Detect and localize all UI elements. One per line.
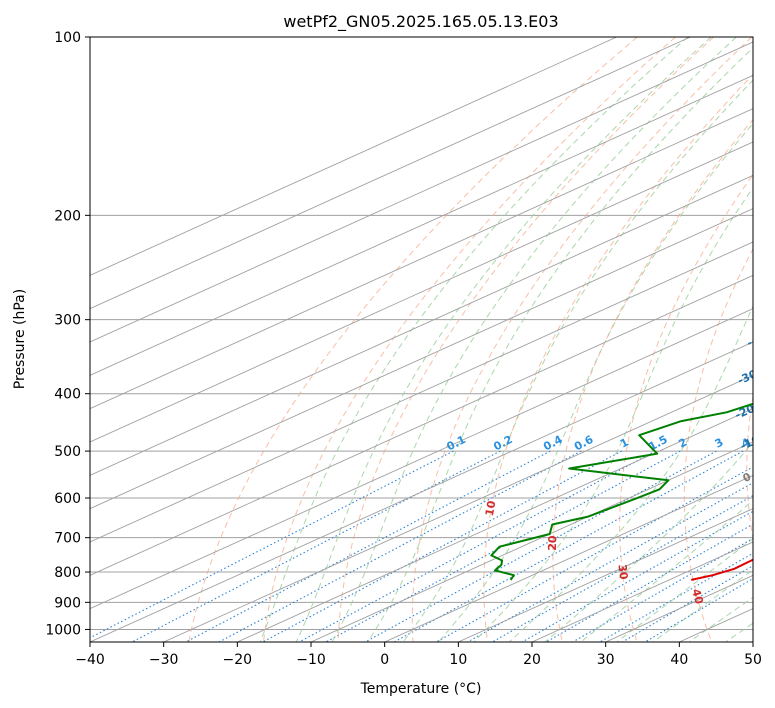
x-tick-label: −10 <box>296 652 326 668</box>
skewed-isotherm <box>90 341 753 642</box>
skewed-isotherm <box>384 474 753 642</box>
y-tick-label: 500 <box>54 444 81 460</box>
dry-adiabat <box>188 37 638 642</box>
mixing-ratio-line <box>90 450 454 639</box>
x-tick-label: 50 <box>744 652 762 668</box>
isotherm-label: -40 <box>745 330 769 350</box>
mixing-ratio-line <box>298 450 656 642</box>
skewed-isotherm <box>90 141 753 443</box>
x-tick-label: −20 <box>223 652 253 668</box>
mixing-ratio-line <box>218 450 582 642</box>
x-tick-label: 10 <box>449 652 467 668</box>
skewed-isotherm <box>458 508 753 642</box>
moist-adiabat <box>259 37 689 642</box>
dry-adiabat <box>619 173 753 642</box>
skewed-isotherm <box>90 174 753 476</box>
y-tick-label: 600 <box>54 491 81 507</box>
mixing-ratio-line <box>185 450 551 642</box>
x-axis-ticks: −40 −30 −20 −10 0 10 20 30 40 50 <box>75 642 762 668</box>
moist-adiabat <box>544 441 753 642</box>
mixing-ratio-line <box>572 537 753 642</box>
mixing-ratio-line <box>131 450 501 642</box>
skewed-isotherm <box>310 441 753 642</box>
skewed-isotherm <box>90 37 617 276</box>
plot-area: 0.10.20.40.611.52346810131620253036-100-… <box>90 37 769 642</box>
x-tick-label: 0 <box>380 652 389 668</box>
dewpoint-profile-line <box>490 402 753 581</box>
dry-adiabats <box>188 37 753 642</box>
plot-frame <box>89 36 754 643</box>
x-axis-label: Temperature (°C) <box>360 681 482 697</box>
mixing-ratio-line <box>492 495 753 642</box>
mixing-ratio-line <box>262 450 622 642</box>
dry-adiabat-label: 30 <box>616 564 631 581</box>
y-tick-label: 900 <box>54 595 81 611</box>
moist-adiabat <box>367 47 753 642</box>
isotherm-label: -20 <box>733 402 757 422</box>
skewed-isotherm <box>90 308 753 610</box>
dry-adiabat <box>263 37 676 642</box>
moist-adiabats <box>259 37 753 642</box>
x-tick-label: −40 <box>75 652 105 668</box>
reference-line-labels: 0.10.20.40.611.52346810131620253036-100-… <box>445 330 769 606</box>
moist-adiabat <box>438 122 753 642</box>
dry-adiabat <box>337 37 714 642</box>
dry-adiabat-label: 40 <box>689 587 706 605</box>
skewed-isotherm <box>90 108 753 410</box>
x-tick-label: 20 <box>523 652 541 668</box>
skewed-isotherm <box>90 37 691 310</box>
moist-adiabat <box>509 305 753 642</box>
skewed-isotherms <box>90 37 753 642</box>
y-tick-label: 700 <box>54 531 81 547</box>
y-axis-label: Pressure (hPa) <box>12 289 28 389</box>
y-tick-label: 1000 <box>45 622 81 638</box>
skewed-isotherm <box>90 241 753 543</box>
mixing-ratio-line <box>467 482 753 642</box>
x-tick-label: −30 <box>149 652 179 668</box>
dry-adiabat <box>683 247 753 642</box>
skewed-isotherm <box>237 408 753 642</box>
dry-adiabat-label: 20 <box>546 535 559 551</box>
chart-title: wetPf2_GN05.2025.165.05.13.E03 <box>283 12 558 32</box>
y-tick-label: 100 <box>54 30 81 46</box>
y-tick-label: 800 <box>54 565 81 581</box>
profile-series <box>490 402 753 581</box>
x-tick-label: 30 <box>597 652 615 668</box>
moist-adiabat <box>580 499 753 642</box>
skewed-isotherm <box>90 274 753 576</box>
mixing-ratio-line <box>521 510 753 642</box>
dry-adiabat <box>483 73 753 642</box>
dry-adiabat <box>552 118 753 642</box>
dry-adiabat-label: 10 <box>483 499 499 517</box>
skewed-isotherm <box>90 41 753 343</box>
skewed-isotherm <box>90 74 753 376</box>
moist-adiabat <box>616 538 753 642</box>
skewed-isotherm <box>90 208 753 510</box>
y-tick-label: 400 <box>54 387 81 403</box>
moist-adiabat <box>402 79 753 642</box>
skewed-isotherm <box>163 374 753 642</box>
y-tick-label: 300 <box>54 313 81 329</box>
mixing-ratio-lines <box>90 450 753 642</box>
y-tick-label: 200 <box>54 208 81 224</box>
x-tick-label: 40 <box>670 652 688 668</box>
y-axis-ticks: 100 200 300 400 500 600 700 800 900 1000 <box>45 30 90 638</box>
mixing-ratio-line <box>436 466 753 642</box>
moist-adiabat <box>331 37 737 642</box>
mixing-ratio-line <box>365 450 717 642</box>
dry-adiabat <box>411 37 753 642</box>
moist-adiabat <box>473 186 753 642</box>
mixing-ratio-line <box>644 577 753 642</box>
